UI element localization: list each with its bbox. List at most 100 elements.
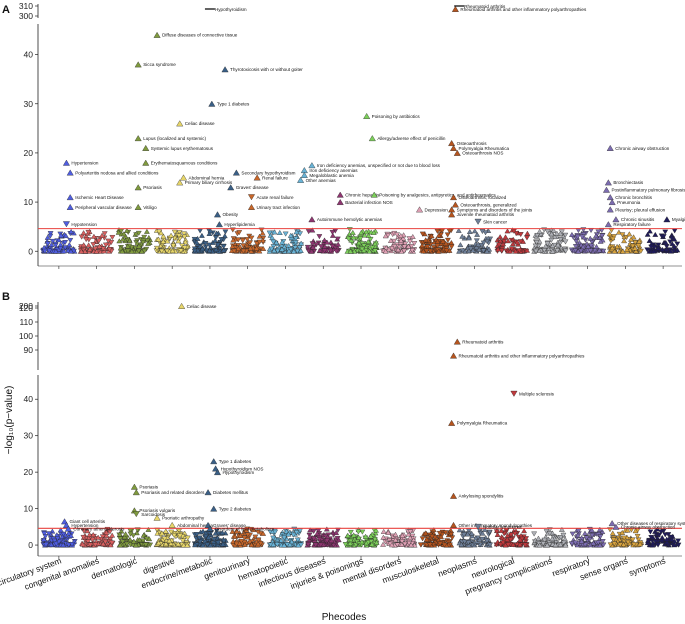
background-point bbox=[362, 533, 369, 539]
background-point bbox=[212, 237, 219, 243]
background-point bbox=[236, 540, 243, 546]
point-label: Juvenile rheumatoid arthritis bbox=[457, 212, 515, 217]
background-point bbox=[276, 229, 283, 235]
y-tick-label: 10 bbox=[24, 504, 34, 514]
background-point bbox=[166, 538, 173, 544]
background-point bbox=[468, 530, 475, 536]
background-point bbox=[99, 534, 106, 540]
background-point bbox=[168, 529, 175, 535]
labeled-point-marker bbox=[66, 203, 74, 210]
background-point bbox=[293, 530, 300, 536]
background-point bbox=[197, 243, 203, 249]
background-point bbox=[562, 542, 569, 548]
background-point bbox=[235, 237, 242, 243]
background-point bbox=[644, 231, 651, 237]
point-label: Other inflammatory spondylopathies bbox=[459, 523, 533, 528]
background-point bbox=[585, 243, 591, 249]
background-point bbox=[405, 243, 412, 249]
background-point bbox=[355, 534, 362, 540]
background-point bbox=[533, 248, 539, 254]
y-tick-label-upper: 300 bbox=[19, 11, 33, 21]
background-point bbox=[83, 237, 90, 243]
background-point bbox=[82, 248, 88, 254]
background-point bbox=[323, 526, 330, 532]
background-point bbox=[287, 247, 294, 253]
background-point bbox=[532, 243, 539, 249]
point-label: Respiratory failure bbox=[613, 222, 651, 227]
labeled-point-marker bbox=[612, 523, 620, 530]
background-point bbox=[385, 246, 392, 252]
background-point bbox=[554, 248, 561, 254]
background-point bbox=[487, 542, 493, 548]
background-point bbox=[568, 541, 575, 547]
background-point bbox=[411, 241, 418, 247]
point-label: Poisoning by analgesics, antipyretics, a… bbox=[379, 193, 496, 198]
background-point bbox=[62, 245, 69, 251]
background-point bbox=[656, 532, 663, 538]
background-point bbox=[63, 233, 69, 239]
background-point bbox=[399, 539, 406, 545]
point-label: Chronic airway obstruction bbox=[615, 146, 670, 151]
background-point bbox=[423, 536, 430, 542]
point-label: Diabetes mellitus bbox=[213, 490, 249, 495]
labeled-point-marker bbox=[153, 514, 161, 521]
point-label: Coronary atherosclerosis bbox=[73, 526, 125, 531]
background-point bbox=[628, 236, 634, 242]
y-tick-label: 0 bbox=[28, 246, 33, 256]
point-label: Abdominal hernia bbox=[177, 523, 213, 528]
background-point bbox=[521, 528, 527, 534]
background-point bbox=[332, 245, 339, 251]
background-point bbox=[361, 232, 368, 238]
background-point bbox=[41, 531, 48, 537]
point-label: Systemic lupus erythematosus bbox=[151, 146, 214, 151]
panel-a-labeled-points: Hypothyroidism Rheumatoid arthritisRheuma… bbox=[62, 4, 685, 228]
background-point bbox=[120, 231, 127, 237]
background-point bbox=[161, 536, 168, 542]
point-label: Hypertension bbox=[71, 161, 99, 166]
background-point bbox=[626, 231, 633, 237]
background-point bbox=[145, 240, 151, 246]
background-point bbox=[674, 241, 681, 247]
background-point bbox=[193, 532, 200, 538]
y-tick-label-upper: 90 bbox=[24, 345, 34, 355]
background-point bbox=[205, 534, 212, 540]
background-point bbox=[498, 527, 505, 533]
background-point bbox=[329, 232, 336, 238]
background-point bbox=[389, 246, 395, 252]
labeled-point-marker bbox=[612, 216, 620, 223]
background-point bbox=[669, 241, 676, 247]
background-point bbox=[350, 234, 357, 240]
background-point bbox=[181, 231, 187, 237]
background-point bbox=[171, 229, 178, 235]
background-point bbox=[557, 542, 564, 547]
background-point bbox=[294, 537, 301, 543]
background-point bbox=[595, 229, 602, 235]
background-point bbox=[347, 538, 354, 544]
background-point bbox=[599, 233, 606, 239]
background-point bbox=[669, 236, 675, 242]
background-point bbox=[212, 530, 219, 536]
background-point bbox=[430, 527, 437, 533]
background-point bbox=[70, 248, 77, 254]
background-point bbox=[372, 248, 379, 254]
background-point bbox=[103, 529, 110, 535]
background-point bbox=[68, 228, 75, 234]
background-point bbox=[482, 230, 489, 236]
labeled-point-marker bbox=[134, 61, 142, 68]
background-point bbox=[623, 235, 630, 240]
background-point bbox=[464, 531, 471, 537]
background-point bbox=[510, 541, 517, 547]
labeled-point-marker bbox=[604, 221, 612, 228]
background-point bbox=[347, 248, 354, 254]
background-point bbox=[541, 537, 548, 543]
point-label: Ankylosing spondylitis bbox=[459, 494, 505, 499]
background-point bbox=[465, 542, 472, 548]
y-tick-label-upper: 110 bbox=[19, 317, 33, 327]
background-point bbox=[665, 532, 672, 538]
labeled-point-marker bbox=[132, 489, 140, 496]
background-point bbox=[636, 238, 643, 244]
background-point bbox=[398, 237, 404, 243]
background-point bbox=[397, 233, 404, 238]
background-point bbox=[91, 233, 97, 239]
